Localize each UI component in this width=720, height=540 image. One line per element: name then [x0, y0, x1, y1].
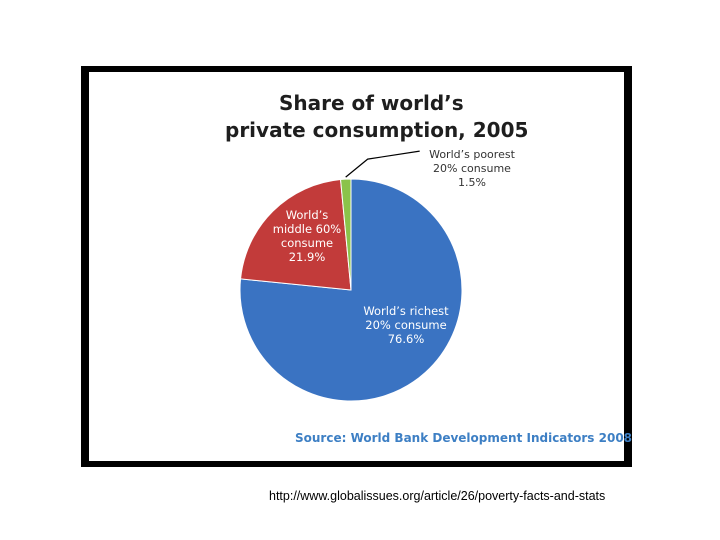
slice-label-middle-line-3: consume	[280, 236, 334, 250]
slice-label-poorest: World’s poorest 20% consume 1.5%	[417, 148, 527, 190]
slice-label-richest-line-3: 76.6%	[387, 332, 425, 346]
slide-frame: Share of world’s private consumption, 20…	[81, 66, 632, 467]
chart-source: Source: World Bank Development Indicator…	[295, 431, 633, 445]
slice-label-middle-line-1: World’s	[285, 208, 329, 222]
slice-label-middle: World’s middle 60% consume 21.9%	[267, 208, 347, 264]
slice-label-poorest-line-3: 1.5%	[458, 176, 486, 189]
pie-slice-poorest	[340, 178, 352, 291]
chart-title-line-2: private consumption, 2005	[225, 118, 529, 142]
slice-label-middle-line-2: middle 60%	[272, 222, 342, 236]
leader-line-poorest	[345, 150, 420, 178]
chart-title-line-1: Share of world’s	[279, 91, 464, 115]
chart-panel: Share of world’s private consumption, 20…	[89, 72, 632, 461]
slice-label-middle-line-4: 21.9%	[288, 250, 326, 264]
slice-label-poorest-line-2: 20% consume	[433, 162, 511, 175]
slice-label-richest: World’s richest 20% consume 76.6%	[351, 304, 461, 346]
pie-slice-middle	[240, 178, 352, 291]
slice-label-richest-line-1: World’s richest	[363, 304, 449, 318]
source-url[interactable]: http://www.globalissues.org/article/26/p…	[269, 489, 606, 503]
slice-label-poorest-line-1: World’s poorest	[429, 148, 515, 161]
pie-chart	[239, 150, 463, 402]
slice-label-richest-line-2: 20% consume	[365, 318, 447, 332]
chart-title: Share of world’s private consumption, 20…	[225, 90, 585, 144]
